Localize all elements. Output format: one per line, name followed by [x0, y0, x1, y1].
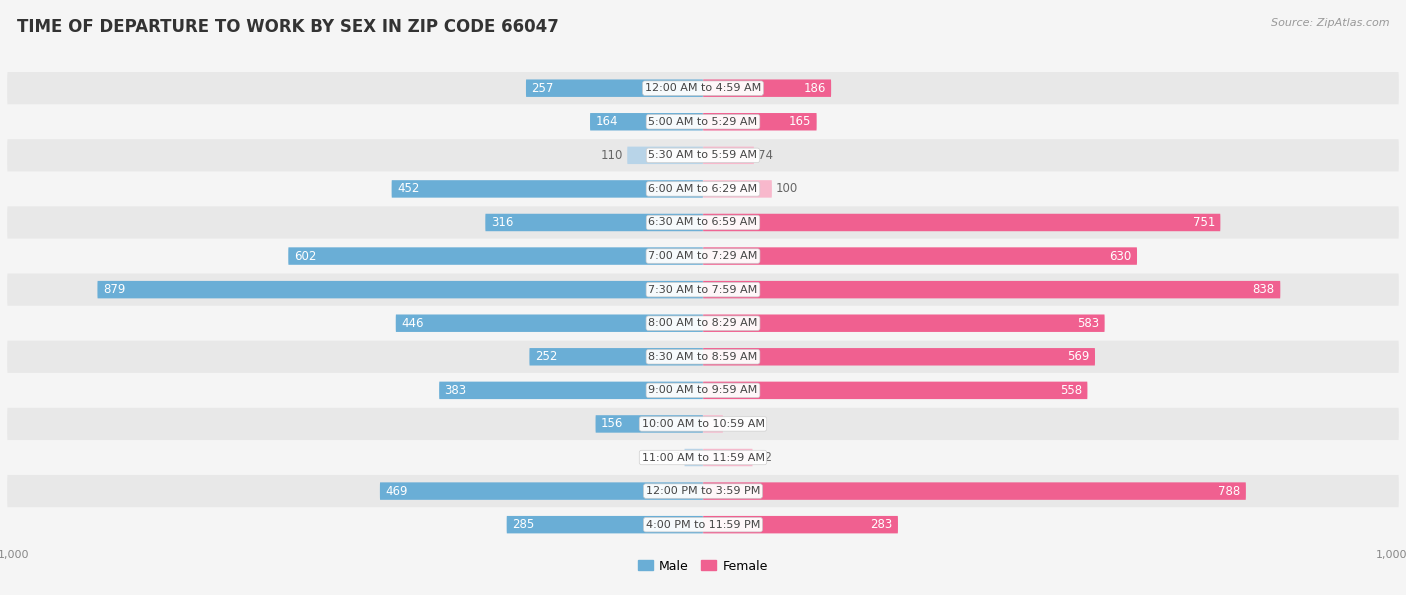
Text: 165: 165	[789, 115, 811, 129]
FancyBboxPatch shape	[7, 72, 1399, 104]
Text: 4:00 PM to 11:59 PM: 4:00 PM to 11:59 PM	[645, 519, 761, 530]
FancyBboxPatch shape	[288, 248, 703, 265]
Text: TIME OF DEPARTURE TO WORK BY SEX IN ZIP CODE 66047: TIME OF DEPARTURE TO WORK BY SEX IN ZIP …	[17, 18, 558, 36]
Text: 569: 569	[1067, 350, 1090, 364]
Text: 11:00 AM to 11:59 AM: 11:00 AM to 11:59 AM	[641, 453, 765, 462]
FancyBboxPatch shape	[7, 307, 1399, 339]
Text: 110: 110	[600, 149, 623, 162]
FancyBboxPatch shape	[596, 415, 703, 433]
Text: 74: 74	[758, 149, 773, 162]
Text: 8:00 AM to 8:29 AM: 8:00 AM to 8:29 AM	[648, 318, 758, 328]
FancyBboxPatch shape	[392, 180, 703, 198]
FancyBboxPatch shape	[506, 516, 703, 533]
Text: 283: 283	[870, 518, 893, 531]
FancyBboxPatch shape	[7, 139, 1399, 171]
Text: 164: 164	[596, 115, 619, 129]
FancyBboxPatch shape	[7, 240, 1399, 272]
Text: 7:00 AM to 7:29 AM: 7:00 AM to 7:29 AM	[648, 251, 758, 261]
Text: 7:30 AM to 7:59 AM: 7:30 AM to 7:59 AM	[648, 284, 758, 295]
Text: 6:30 AM to 6:59 AM: 6:30 AM to 6:59 AM	[648, 218, 758, 227]
FancyBboxPatch shape	[703, 315, 1105, 332]
FancyBboxPatch shape	[703, 348, 1095, 365]
Text: 316: 316	[491, 216, 513, 229]
Text: 100: 100	[776, 183, 799, 195]
Text: 156: 156	[600, 418, 623, 430]
Text: 10:00 AM to 10:59 AM: 10:00 AM to 10:59 AM	[641, 419, 765, 429]
FancyBboxPatch shape	[703, 281, 1281, 298]
FancyBboxPatch shape	[7, 274, 1399, 306]
FancyBboxPatch shape	[530, 348, 703, 365]
Text: 285: 285	[512, 518, 534, 531]
FancyBboxPatch shape	[97, 281, 703, 298]
FancyBboxPatch shape	[703, 449, 752, 466]
Text: 8:30 AM to 8:59 AM: 8:30 AM to 8:59 AM	[648, 352, 758, 362]
Text: 6:00 AM to 6:29 AM: 6:00 AM to 6:29 AM	[648, 184, 758, 194]
Text: 12:00 AM to 4:59 AM: 12:00 AM to 4:59 AM	[645, 83, 761, 93]
FancyBboxPatch shape	[526, 80, 703, 97]
FancyBboxPatch shape	[7, 475, 1399, 507]
Legend: Male, Female: Male, Female	[633, 555, 773, 578]
Text: 879: 879	[103, 283, 125, 296]
FancyBboxPatch shape	[7, 408, 1399, 440]
Text: 602: 602	[294, 249, 316, 262]
Text: 5:30 AM to 5:59 AM: 5:30 AM to 5:59 AM	[648, 151, 758, 160]
Text: 72: 72	[756, 451, 772, 464]
Text: 29: 29	[727, 418, 742, 430]
FancyBboxPatch shape	[7, 341, 1399, 373]
FancyBboxPatch shape	[395, 315, 703, 332]
FancyBboxPatch shape	[703, 180, 772, 198]
FancyBboxPatch shape	[485, 214, 703, 231]
Text: 558: 558	[1060, 384, 1083, 397]
Text: 27: 27	[665, 451, 681, 464]
Text: 252: 252	[534, 350, 557, 364]
FancyBboxPatch shape	[7, 441, 1399, 474]
FancyBboxPatch shape	[7, 173, 1399, 205]
FancyBboxPatch shape	[380, 483, 703, 500]
FancyBboxPatch shape	[703, 483, 1246, 500]
Text: 630: 630	[1109, 249, 1132, 262]
FancyBboxPatch shape	[7, 206, 1399, 239]
Text: 788: 788	[1218, 484, 1240, 497]
Text: 5:00 AM to 5:29 AM: 5:00 AM to 5:29 AM	[648, 117, 758, 127]
FancyBboxPatch shape	[591, 113, 703, 130]
Text: 452: 452	[396, 183, 419, 195]
FancyBboxPatch shape	[7, 509, 1399, 541]
FancyBboxPatch shape	[703, 381, 1087, 399]
FancyBboxPatch shape	[703, 214, 1220, 231]
FancyBboxPatch shape	[7, 374, 1399, 406]
FancyBboxPatch shape	[703, 248, 1137, 265]
FancyBboxPatch shape	[7, 106, 1399, 138]
FancyBboxPatch shape	[685, 449, 703, 466]
FancyBboxPatch shape	[627, 146, 703, 164]
FancyBboxPatch shape	[703, 415, 723, 433]
FancyBboxPatch shape	[703, 80, 831, 97]
Text: 12:00 PM to 3:59 PM: 12:00 PM to 3:59 PM	[645, 486, 761, 496]
FancyBboxPatch shape	[703, 516, 898, 533]
Text: 9:00 AM to 9:59 AM: 9:00 AM to 9:59 AM	[648, 386, 758, 395]
Text: 257: 257	[531, 82, 554, 95]
FancyBboxPatch shape	[703, 146, 754, 164]
Text: 469: 469	[385, 484, 408, 497]
Text: Source: ZipAtlas.com: Source: ZipAtlas.com	[1271, 18, 1389, 28]
Text: 751: 751	[1192, 216, 1215, 229]
FancyBboxPatch shape	[439, 381, 703, 399]
Text: 583: 583	[1077, 317, 1099, 330]
Text: 446: 446	[401, 317, 423, 330]
Text: 838: 838	[1253, 283, 1275, 296]
Text: 383: 383	[444, 384, 467, 397]
FancyBboxPatch shape	[703, 113, 817, 130]
Text: 186: 186	[803, 82, 825, 95]
